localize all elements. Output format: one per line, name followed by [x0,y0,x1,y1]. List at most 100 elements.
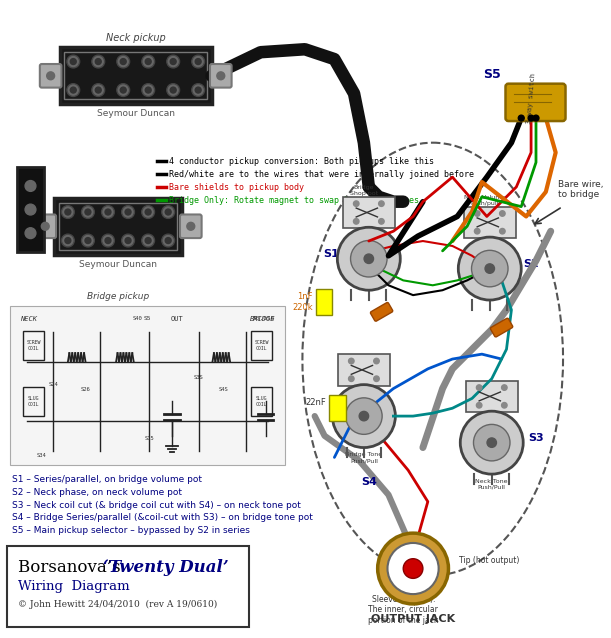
Text: SLUG
COIL: SLUG COIL [27,396,39,407]
Circle shape [70,87,76,93]
Circle shape [485,264,494,273]
FancyBboxPatch shape [7,546,249,627]
Text: SLUG
COIL: SLUG COIL [256,396,268,407]
Circle shape [196,87,201,93]
Circle shape [364,254,373,263]
Circle shape [337,227,400,290]
FancyBboxPatch shape [464,207,516,238]
Circle shape [145,209,151,215]
Circle shape [351,241,387,277]
Circle shape [348,376,354,382]
Circle shape [477,385,482,390]
Text: Tip (hot output): Tip (hot output) [459,556,520,565]
Circle shape [67,55,79,68]
Circle shape [460,411,523,474]
Circle shape [192,55,205,68]
Circle shape [502,403,507,408]
FancyBboxPatch shape [40,64,62,87]
Circle shape [187,223,195,230]
Text: S1: S1 [324,249,339,259]
Circle shape [487,438,497,447]
Circle shape [145,237,151,244]
Text: 22nF: 22nF [306,398,326,407]
Text: S4S: S4S [218,387,228,392]
Text: ‘Twenty Dual’: ‘Twenty Dual’ [103,559,229,575]
FancyBboxPatch shape [64,52,207,100]
Circle shape [62,234,75,247]
Text: S5: S5 [483,68,500,81]
Circle shape [170,59,176,64]
FancyBboxPatch shape [251,387,273,416]
Circle shape [353,219,359,224]
Circle shape [217,72,225,80]
Circle shape [196,59,201,64]
Circle shape [25,181,36,191]
Circle shape [346,398,382,434]
Circle shape [95,87,101,93]
Circle shape [46,72,54,80]
Circle shape [122,234,134,247]
FancyBboxPatch shape [491,318,513,337]
Circle shape [472,250,508,287]
Circle shape [70,59,76,64]
Circle shape [92,84,104,96]
Text: Borsanova’s: Borsanova’s [18,559,126,575]
Text: 3-way switch: 3-way switch [526,73,536,124]
Text: Sleeve (ground).
The inner, circular
portion of the jack: Sleeve (ground). The inner, circular por… [368,595,439,625]
Text: S15: S15 [145,436,155,441]
Circle shape [142,234,155,247]
Text: S3: S3 [528,433,544,443]
FancyBboxPatch shape [23,330,44,360]
Text: S24: S24 [48,382,58,387]
Circle shape [170,87,176,93]
FancyBboxPatch shape [316,289,332,315]
Circle shape [142,55,155,68]
Circle shape [101,205,114,218]
Circle shape [348,359,354,364]
Circle shape [101,234,114,247]
FancyBboxPatch shape [16,167,44,252]
Circle shape [533,115,539,121]
Circle shape [474,424,510,461]
FancyBboxPatch shape [23,387,44,416]
Text: SCREW
COIL: SCREW COIL [254,340,269,351]
Text: SCREW
COIL: SCREW COIL [26,340,40,351]
Circle shape [142,205,155,218]
Text: BRIDGE: BRIDGE [250,316,276,322]
Text: Bridge
Shop pot: Bridge Shop pot [350,185,378,196]
Text: Bare shields to pickup body: Bare shields to pickup body [169,183,304,192]
Circle shape [474,228,480,234]
FancyBboxPatch shape [54,198,182,255]
Circle shape [117,84,130,96]
Circle shape [167,55,180,68]
Circle shape [105,237,111,244]
Circle shape [192,84,205,96]
Text: S3 – Neck coil cut (& bridge coil cut with S4) – on neck tone pot: S3 – Neck coil cut (& bridge coil cut wi… [12,501,301,510]
Circle shape [374,359,379,364]
Circle shape [42,223,49,230]
Text: Bare wire,
to bridge: Bare wire, to bridge [558,180,603,200]
Circle shape [145,59,151,64]
Circle shape [165,237,171,244]
Text: S2: S2 [523,258,539,269]
Circle shape [387,543,439,594]
Circle shape [81,205,94,218]
Circle shape [403,559,423,579]
Circle shape [120,87,126,93]
Circle shape [379,219,384,224]
Text: Red/white are to the wires that were internally joined before: Red/white are to the wires that were int… [169,170,474,179]
FancyBboxPatch shape [251,330,273,360]
Text: Bridge Only: Rotate magnet to swap long thin edges: Bridge Only: Rotate magnet to swap long … [169,196,419,205]
Text: S40: S40 [133,316,142,321]
Circle shape [528,115,534,121]
Text: 4 conductor pickup conversion: Both pickups like this: 4 conductor pickup conversion: Both pick… [169,158,434,167]
FancyBboxPatch shape [329,396,346,421]
Circle shape [167,84,180,96]
Circle shape [92,55,104,68]
Text: S26: S26 [81,387,90,392]
Circle shape [162,234,175,247]
Circle shape [165,209,171,215]
Circle shape [120,59,126,64]
Text: OUT: OUT [170,316,183,322]
Text: NECK: NECK [20,316,37,322]
